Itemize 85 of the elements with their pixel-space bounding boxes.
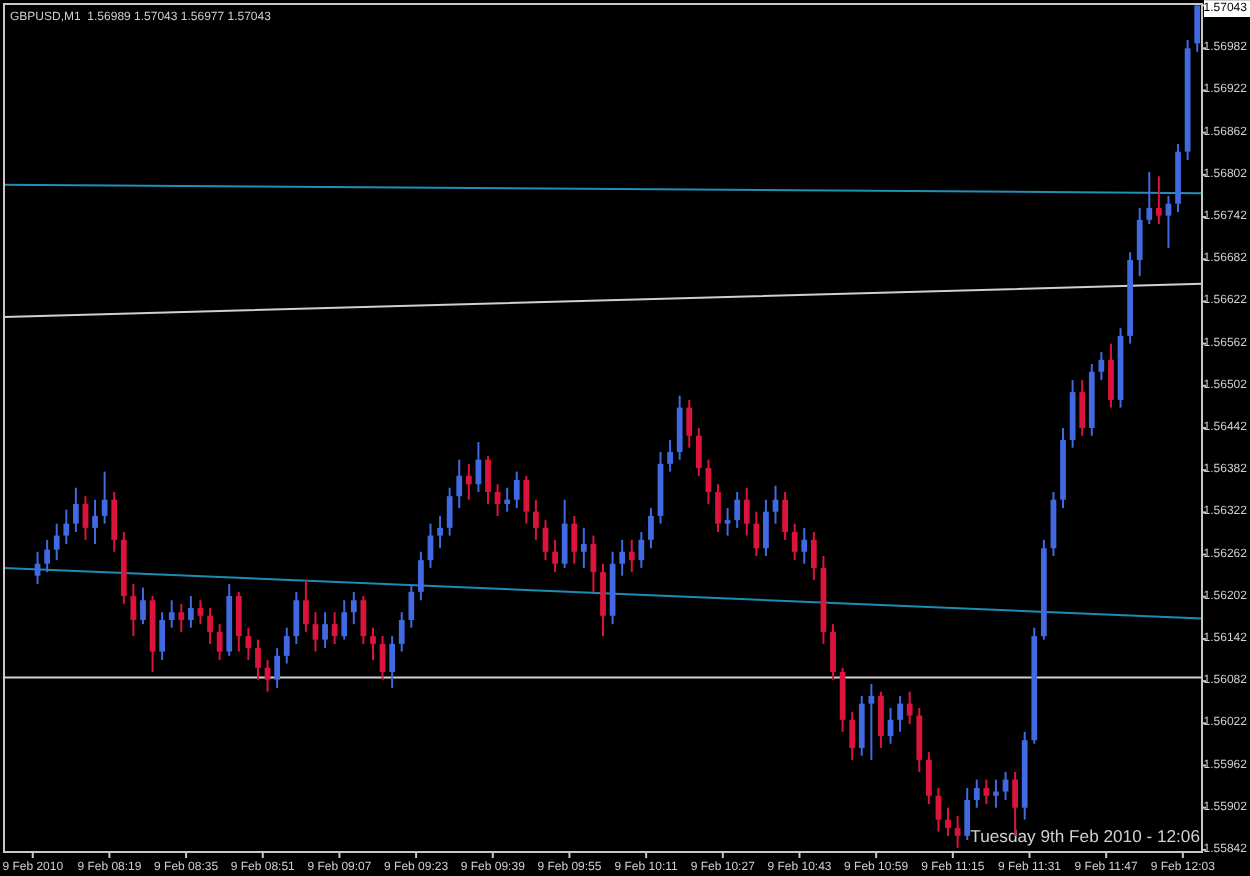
candlestick [715,483,721,534]
candlestick [178,602,185,633]
candlestick [1079,379,1086,437]
candlestick [628,538,635,574]
candlestick [255,638,261,681]
candlestick [724,507,731,537]
candlestick [1098,351,1105,382]
candlestick [446,486,453,537]
candlestick [954,815,961,849]
candlestick [341,599,348,641]
candlestick [571,514,578,565]
candlestick [465,462,472,501]
candlestick [235,590,242,653]
candlestick [945,806,951,837]
candlestick [274,647,281,690]
candlestick [101,470,108,525]
candlestick [983,778,990,806]
candlestick [523,474,530,525]
candlestick [782,490,788,541]
candlestick [389,635,396,690]
candlestick [485,455,491,505]
candlestick [370,626,376,662]
candlestick [168,599,175,629]
candlestick [868,682,875,761]
candlestick [513,470,520,510]
candlestick [552,538,558,574]
candlestick [63,508,70,546]
candlestick [1156,175,1162,226]
candlestick [44,538,50,574]
candlestick [533,498,539,541]
candlestick [858,694,865,757]
candlestick [312,611,319,653]
candlestick [331,611,338,645]
candlestick [92,498,98,546]
candlestick [408,583,415,629]
candlestick [619,538,626,577]
candlestick [676,394,683,461]
candlestick [73,486,79,534]
candlestick [600,562,606,638]
candlestick [916,706,923,773]
candlestick [695,427,702,477]
candlestick [925,751,932,806]
candlestick [283,626,290,665]
candlestick [734,490,741,529]
candlestick [763,498,769,557]
candlestick [216,623,223,662]
candlestick [638,531,645,569]
candlestick [906,690,913,726]
candlestick [111,490,118,553]
candlestick [188,595,194,629]
candlestick [159,611,166,662]
candlestick [667,438,673,473]
candlestick [580,526,587,569]
candlestick [743,486,750,537]
candlestick [849,711,856,761]
candlestick [964,787,971,842]
candlestick [456,458,463,510]
candlestick [293,590,300,645]
candlestick [140,586,146,626]
candlestick [197,599,204,626]
candlestick [561,498,568,569]
candlestick [801,526,808,565]
candlestick [1108,342,1114,409]
candlestick [1146,171,1153,226]
candlestick [830,623,836,681]
candlestick [207,607,213,645]
candlestick [878,690,884,749]
candlestick [322,611,328,650]
candlestick [418,550,424,602]
candlestick [437,514,443,550]
candlestick [753,510,760,557]
candlestick [1136,206,1143,278]
candlestick [973,778,980,809]
candlestick [53,522,60,562]
candlestick [398,611,405,653]
candlestick [303,578,309,633]
candlestick [686,398,693,449]
annotation: Tuesday 9th Feb 2010 - 12:06 [970,826,1201,846]
candlestick [504,486,511,513]
candlestick [350,590,357,626]
candlestick [993,778,999,809]
candlestick [810,531,817,581]
candlestick [897,694,903,733]
candlestick [648,507,654,550]
candlestick [791,522,798,562]
